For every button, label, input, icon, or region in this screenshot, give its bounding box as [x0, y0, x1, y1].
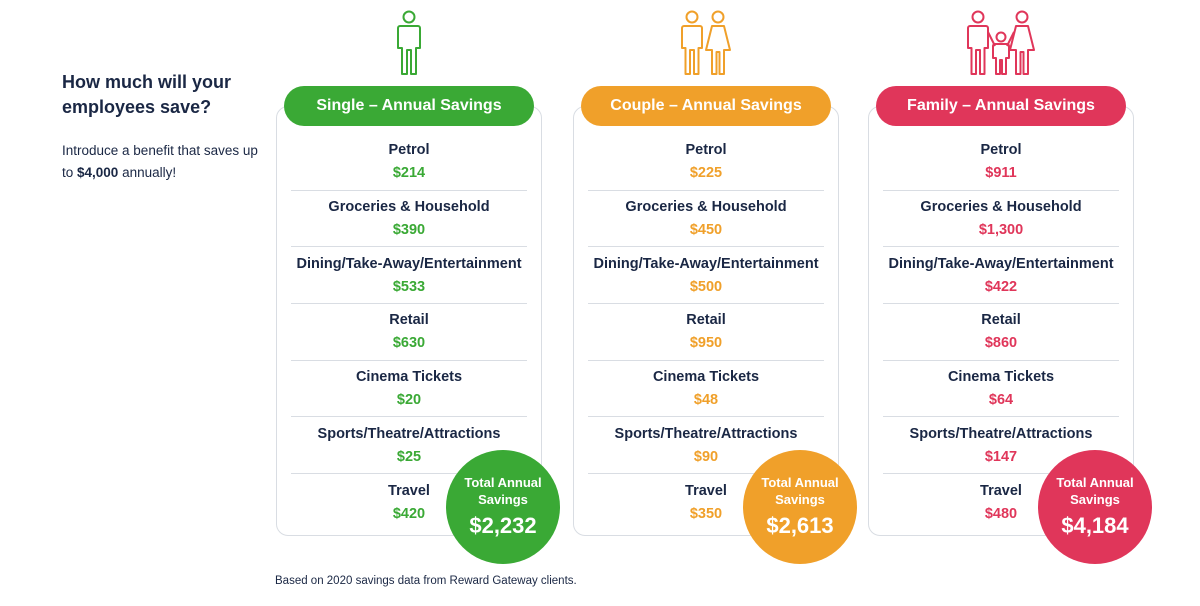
savings-row: Cinema Tickets $20: [291, 361, 527, 418]
row-label: Travel: [685, 482, 727, 499]
total-amount: $2,613: [766, 513, 834, 538]
row-label: Cinema Tickets: [947, 369, 1055, 386]
row-label: Dining/Take-Away/Entertainment: [296, 255, 522, 272]
row-label: Petrol: [388, 142, 430, 159]
savings-card: Petrol $214 Groceries & Household $390 Din…: [276, 106, 542, 536]
row-label: Cinema Tickets: [652, 369, 760, 386]
row-value: $48: [693, 392, 719, 409]
row-label: Groceries & Household: [625, 199, 787, 216]
total-label: Total Annual Savings: [464, 475, 542, 507]
savings-rows: Petrol $911 Groceries & Household $1,300 D…: [883, 134, 1119, 531]
savings-rows: Petrol $214 Groceries & Household $390 Din…: [291, 134, 527, 531]
savings-row: Sports/Theatre/Attractions $25: [291, 417, 527, 475]
savings-row: Retail $860: [883, 304, 1119, 361]
total-amount: $2,232: [469, 513, 537, 538]
row-value: $500: [689, 278, 723, 295]
row-label: Retail: [686, 312, 726, 329]
total-savings-badge: Total Annual Savings $4,184: [1038, 450, 1152, 564]
row-value: $950: [689, 335, 723, 352]
row-value: $214: [392, 165, 426, 182]
savings-row: Travel $420: [291, 474, 527, 531]
family-column: Petrol $911 Groceries & Household $1,300 D…: [868, 10, 1152, 570]
row-label: Travel: [980, 482, 1022, 499]
savings-row: Groceries & Household $450: [588, 191, 824, 248]
column-title-pill: Family – Annual Savings: [876, 86, 1126, 126]
row-value: $64: [988, 392, 1014, 409]
intro-body-highlight: $4,000: [77, 165, 119, 180]
row-value: $422: [984, 278, 1018, 295]
row-value: $390: [392, 222, 426, 239]
savings-row: Retail $630: [291, 304, 527, 361]
total-label: Total Annual Savings: [761, 475, 839, 507]
row-label: Dining/Take-Away/Entertainment: [593, 255, 819, 272]
row-label: Retail: [981, 312, 1021, 329]
row-label: Petrol: [685, 142, 727, 159]
savings-row: Petrol $911: [883, 134, 1119, 191]
intro-body-suffix: annually!: [118, 165, 177, 180]
row-value: $25: [396, 448, 422, 465]
savings-row: Sports/Theatre/Attractions $147: [883, 417, 1119, 475]
intro-section: How much will your employees save? Intro…: [62, 70, 272, 184]
row-value: $20: [396, 392, 422, 409]
savings-row: Petrol $214: [291, 134, 527, 191]
savings-row: Petrol $225: [588, 134, 824, 191]
row-value: $533: [392, 278, 426, 295]
row-value: $350: [689, 505, 723, 522]
intro-body-prefix: Introduce a benefit that saves up to: [62, 143, 258, 180]
intro-heading: How much will your employees save?: [62, 72, 232, 117]
row-label: Travel: [388, 482, 430, 499]
column-title-pill: Single – Annual Savings: [284, 86, 534, 126]
row-label: Sports/Theatre/Attractions: [614, 425, 798, 442]
savings-row: Groceries & Household $1,300: [883, 191, 1119, 248]
intro-body: Introduce a benefit that saves up to $4,…: [62, 140, 272, 184]
row-value: $90: [693, 448, 719, 465]
row-label: Groceries & Household: [920, 199, 1082, 216]
savings-row: Dining/Take-Away/Entertainment $500: [588, 247, 824, 305]
savings-row: Groceries & Household $390: [291, 191, 527, 248]
row-value: $420: [392, 505, 426, 522]
row-label: Groceries & Household: [328, 199, 490, 216]
single-person-icon: [276, 10, 542, 80]
row-value: $147: [984, 448, 1018, 465]
row-value: $450: [689, 222, 723, 239]
savings-row: Sports/Theatre/Attractions $90: [588, 417, 824, 475]
row-label: Cinema Tickets: [355, 369, 463, 386]
row-value: $1,300: [978, 222, 1024, 239]
row-label: Retail: [389, 312, 429, 329]
total-label: Total Annual Savings: [1056, 475, 1134, 507]
total-savings-badge: Total Annual Savings $2,232: [446, 450, 560, 564]
footnote: Based on 2020 savings data from Reward G…: [275, 575, 577, 587]
row-value: $860: [984, 335, 1018, 352]
savings-row: Travel $480: [883, 474, 1119, 531]
row-label: Petrol: [980, 142, 1022, 159]
row-label: Sports/Theatre/Attractions: [317, 425, 501, 442]
row-label: Dining/Take-Away/Entertainment: [888, 255, 1114, 272]
row-value: $225: [689, 165, 723, 182]
row-value: $480: [984, 505, 1018, 522]
savings-rows: Petrol $225 Groceries & Household $450 Din…: [588, 134, 824, 531]
savings-row: Dining/Take-Away/Entertainment $533: [291, 247, 527, 305]
savings-row: Retail $950: [588, 304, 824, 361]
couple-column: Petrol $225 Groceries & Household $450 Din…: [573, 10, 857, 570]
savings-row: Cinema Tickets $64: [883, 361, 1119, 418]
couple-icon: [573, 10, 839, 80]
single-column: Petrol $214 Groceries & Household $390 Din…: [276, 10, 560, 570]
total-savings-badge: Total Annual Savings $2,613: [743, 450, 857, 564]
family-icon: [868, 10, 1134, 80]
row-value: $630: [392, 335, 426, 352]
row-label: Sports/Theatre/Attractions: [909, 425, 1093, 442]
row-value: $911: [985, 165, 1017, 182]
column-title-pill: Couple – Annual Savings: [581, 86, 831, 126]
total-amount: $4,184: [1061, 513, 1129, 538]
savings-row: Travel $350: [588, 474, 824, 531]
savings-row: Dining/Take-Away/Entertainment $422: [883, 247, 1119, 305]
savings-row: Cinema Tickets $48: [588, 361, 824, 418]
